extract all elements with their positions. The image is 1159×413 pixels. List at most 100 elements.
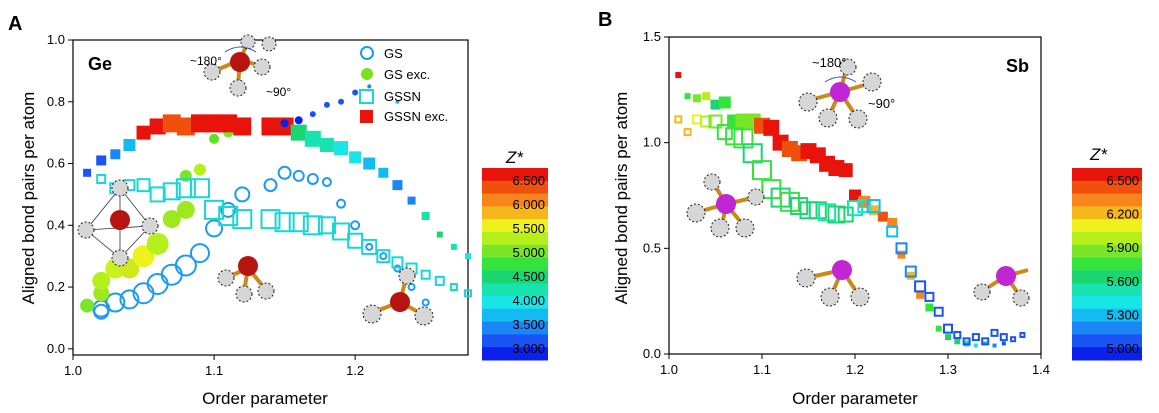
colorbar-label: 3.000: [512, 341, 545, 356]
panel-b-letter: B: [598, 9, 612, 31]
colorbar-segment: [1072, 347, 1142, 361]
x-tick-label: 1.2: [846, 362, 864, 377]
molecule-center-ge: [110, 210, 130, 230]
data-point: [294, 116, 303, 125]
molecule-atom: [414, 306, 434, 326]
data-point: [971, 333, 980, 342]
data-point: [367, 84, 372, 89]
colorbar-label: 4.000: [512, 293, 545, 308]
molecule-atom: [818, 108, 838, 128]
molecule-atom: [141, 217, 159, 235]
data-point: [450, 243, 457, 250]
legend-gs-label: GS: [384, 46, 403, 61]
data-point: [763, 119, 780, 136]
molecule-center-sb: [716, 194, 736, 214]
molecule-atom: [398, 267, 416, 285]
data-point: [218, 206, 239, 227]
data-point: [700, 115, 713, 128]
data-point: [174, 254, 197, 277]
data-point: [132, 245, 155, 268]
colorbar-segment: [1072, 193, 1142, 207]
data-point: [149, 118, 166, 135]
data-point: [868, 205, 879, 216]
data-point: [119, 289, 140, 310]
data-point: [847, 200, 863, 217]
data-point: [234, 186, 251, 203]
panel-b-ylabel: Aligned bond pairs per atom: [612, 92, 631, 305]
molecule-center-sb: [996, 266, 1016, 286]
data-point: [692, 94, 701, 103]
colorbar-label: 6.500: [1106, 173, 1139, 188]
colorbar-segment: [482, 257, 548, 271]
data-point: [349, 151, 362, 164]
data-point: [916, 290, 925, 299]
colorbar-label: 5.900: [1106, 240, 1139, 255]
molecule-center-sb: [830, 82, 850, 102]
data-point: [260, 209, 281, 230]
data-point: [953, 330, 962, 339]
colorbar-segment: [482, 321, 548, 335]
data-point: [319, 138, 334, 152]
data-point: [336, 198, 347, 209]
colorbar-segment: [1072, 206, 1142, 220]
data-point: [80, 298, 95, 313]
colorbar-label: 3.500: [512, 317, 545, 332]
data-point: [691, 114, 702, 125]
data-point: [204, 199, 225, 220]
y-tick-label: 0.5: [643, 240, 661, 255]
data-point: [752, 160, 772, 181]
data-point: [96, 155, 107, 166]
data-point: [999, 333, 1008, 342]
data-point: [146, 232, 169, 255]
data-point: [716, 124, 733, 141]
data-point: [790, 197, 809, 216]
molecule-atom: [703, 173, 721, 191]
data-point: [193, 163, 206, 176]
colorbar-segment: [482, 232, 548, 246]
data-point: [123, 139, 136, 151]
legend-gs-marker: [360, 46, 374, 60]
colorbar-segment: [482, 219, 548, 233]
colorbar-segment: [1072, 296, 1142, 310]
data-point: [306, 172, 319, 185]
molecule-atom: [820, 287, 840, 307]
panel-a-data-points: [80, 84, 472, 320]
colorbar-label: 5.000: [512, 245, 545, 260]
colorbar-segment: [482, 168, 548, 182]
colorbar-segment: [1072, 168, 1142, 182]
y-tick-label: 0.0: [643, 346, 661, 361]
data-point: [261, 117, 280, 136]
data-point: [149, 186, 166, 203]
molecule-atom: [253, 58, 271, 76]
data-point: [363, 157, 376, 170]
data-point: [277, 165, 292, 180]
y-tick-label: 1.5: [643, 29, 661, 44]
molecule-center-ge: [390, 292, 410, 312]
data-point: [799, 201, 818, 220]
molecule-atom: [240, 34, 256, 50]
colorbar-segment: [1072, 180, 1142, 195]
data-point: [232, 209, 253, 230]
molecule-atom: [235, 285, 253, 303]
colorbar-label: 6.500: [512, 173, 545, 188]
data-point: [818, 203, 837, 222]
colorbar-label: 5.600: [1106, 274, 1139, 289]
data-point: [710, 99, 721, 110]
colorbar-segment: [482, 347, 548, 361]
data-point: [83, 168, 92, 177]
molecule-atom: [77, 221, 95, 239]
colorbar-segment: [1072, 321, 1142, 335]
data-point: [407, 283, 416, 292]
data-point: [393, 264, 402, 273]
panel-b-xlabel: Order parameter: [792, 389, 918, 408]
data-point: [421, 298, 430, 307]
data-point: [205, 219, 224, 238]
data-point: [1010, 336, 1017, 343]
panel-a-chart: 1.0 1.1 1.2 0.0 0.2 0.4 0.6 0.8 1.0 Ge Order par…: [19, 32, 548, 408]
legend-gs-exc-label: GS exc.: [384, 67, 430, 82]
colorbar-segment: [1072, 244, 1142, 259]
panel-b-molecule-trigonal: [796, 260, 870, 307]
angle-label-90: ~90°: [868, 96, 895, 111]
data-point: [866, 199, 881, 214]
data-point: [378, 167, 389, 178]
